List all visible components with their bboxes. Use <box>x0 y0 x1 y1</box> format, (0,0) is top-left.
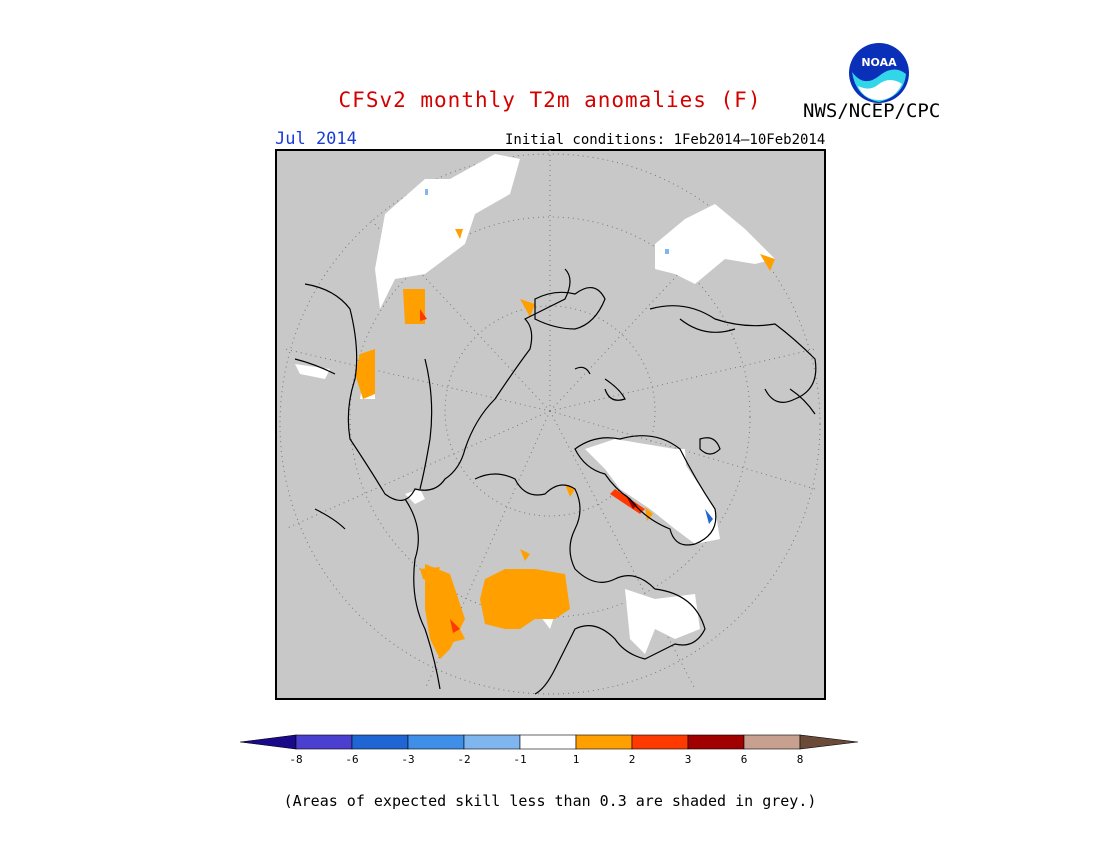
hot-anomaly-spots <box>420 309 645 633</box>
noaa-logo: NOAA <box>849 43 909 103</box>
legend-tick-label: 2 <box>629 753 636 766</box>
agency-label: NWS/NCEP/CPC <box>803 100 941 122</box>
legend-bin <box>743 734 801 750</box>
legend-bin <box>351 734 409 750</box>
coastlines <box>294 268 817 695</box>
legend-bin <box>631 734 689 750</box>
legend-bin <box>463 734 521 750</box>
legend-tick-label: -2 <box>457 753 470 766</box>
legend-bin <box>295 734 353 750</box>
legend-tick-label: 8 <box>797 753 804 766</box>
legend-tick-label: -6 <box>345 753 358 766</box>
legend-tick-label: 1 <box>573 753 580 766</box>
legend-tick-label: 6 <box>741 753 748 766</box>
legend-bin-low <box>239 734 297 750</box>
skill-note: (Areas of expected skill less than 0.3 a… <box>283 792 817 810</box>
legend-bin <box>519 734 577 750</box>
map-canvas <box>275 149 826 700</box>
legend-tick-label: -8 <box>289 753 302 766</box>
legend-tick-label: 3 <box>685 753 692 766</box>
legend-bin <box>687 734 745 750</box>
color-legend-bar: -8 -6 -3 -2 -1 1 2 3 6 8 <box>239 734 859 766</box>
legend-tick-label: -1 <box>513 753 526 766</box>
logo-wordmark: NOAA <box>861 56 897 69</box>
initial-conditions-label: Initial conditions: 1Feb2014–10Feb2014 <box>505 132 826 148</box>
legend-bin-high <box>799 734 859 750</box>
polar-map <box>275 149 826 700</box>
cool-anomaly-spots <box>425 189 713 524</box>
map-title: CFSv2 monthly T2m anomalies (F) <box>338 88 762 112</box>
legend-bin <box>575 734 633 750</box>
legend-bin <box>407 734 465 750</box>
graticule <box>279 149 821 695</box>
legend-tick-label: -3 <box>401 753 414 766</box>
color-legend: -8 -6 -3 -2 -1 1 2 3 6 8 <box>238 730 862 770</box>
valid-month-label: Jul 2014 <box>275 129 357 149</box>
